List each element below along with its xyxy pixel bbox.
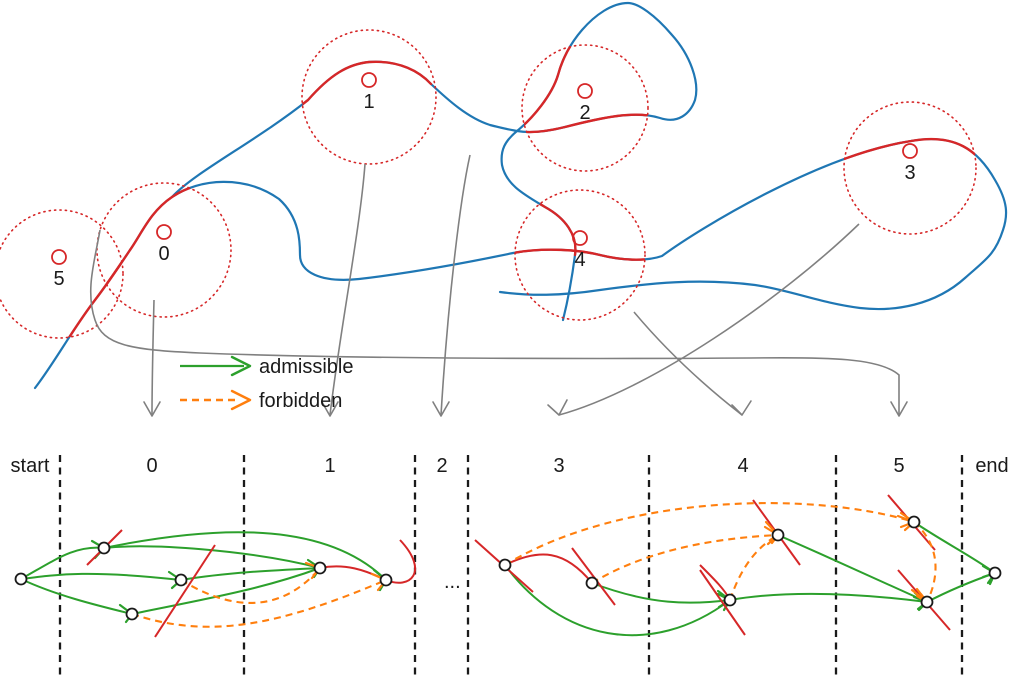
svg-text:4: 4 (574, 249, 585, 271)
svg-text:3: 3 (904, 162, 915, 184)
svg-text:start: start (11, 455, 50, 477)
svg-text:0: 0 (158, 243, 169, 265)
svg-text:admissible: admissible (259, 356, 353, 378)
svg-text:1: 1 (324, 455, 335, 477)
svg-text:0: 0 (146, 455, 157, 477)
svg-text:4: 4 (737, 455, 748, 477)
svg-text:5: 5 (893, 455, 904, 477)
svg-text:forbidden: forbidden (259, 390, 342, 412)
svg-text:1: 1 (363, 91, 374, 113)
svg-text:2: 2 (436, 455, 447, 477)
svg-text:3: 3 (553, 455, 564, 477)
svg-text:...: ... (444, 571, 461, 593)
svg-text:2: 2 (579, 102, 590, 124)
svg-text:5: 5 (53, 268, 64, 290)
svg-text:end: end (975, 455, 1008, 477)
